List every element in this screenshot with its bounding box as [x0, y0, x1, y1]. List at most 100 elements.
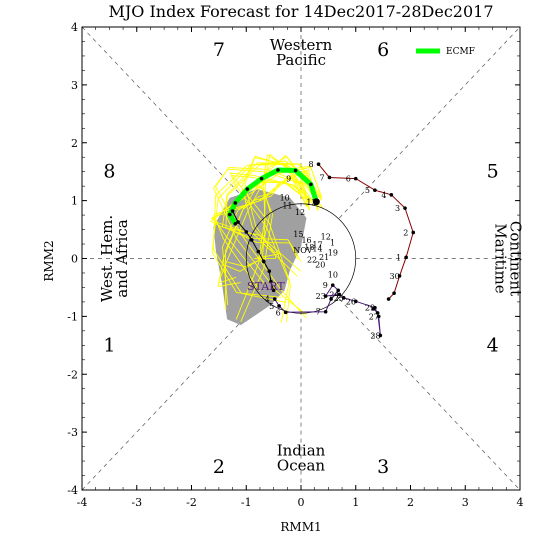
series-point	[323, 294, 328, 298]
series-point	[336, 288, 341, 293]
x-tick-label: 2	[407, 496, 414, 509]
phase-label: 1	[103, 334, 115, 356]
series-point	[378, 333, 383, 338]
grid-diagonal	[81, 26, 263, 219]
series-point	[337, 292, 342, 297]
series-point	[293, 168, 298, 173]
ensemble-member-line	[213, 170, 314, 292]
day-label: 26	[346, 297, 356, 306]
y-tick-label: 2	[71, 137, 78, 150]
series-point	[272, 297, 277, 301]
phase-label: 5	[487, 161, 499, 183]
day-label: 23	[316, 292, 326, 301]
series-point	[269, 279, 273, 284]
series-point	[341, 296, 346, 300]
series-point	[353, 299, 358, 304]
unit-circle-outline	[245, 203, 357, 314]
series-point	[404, 255, 408, 260]
y-axis-label: RMM2	[42, 240, 56, 281]
day-label: 29	[365, 304, 375, 313]
series-point	[230, 209, 235, 213]
phase-label: 6	[377, 39, 389, 61]
x-tick-label: -1	[241, 496, 252, 509]
y-tick-label: -3	[67, 426, 78, 439]
x-tick-label: -2	[186, 496, 197, 509]
x-tick-label: 3	[462, 496, 469, 509]
phase-label: 3	[377, 456, 389, 478]
day-label: 5	[365, 186, 370, 195]
grid-diagonal	[339, 298, 521, 491]
legend: ECMF	[416, 47, 475, 57]
day-label: 7	[316, 308, 321, 317]
series-point	[411, 230, 416, 235]
region-label-bottom: Ocean	[277, 456, 326, 474]
x-tick-label: -4	[77, 496, 88, 509]
day-label: 17	[312, 241, 322, 250]
ensemble-member-line	[229, 172, 320, 322]
day-label: 16	[301, 236, 311, 245]
series-point	[375, 311, 380, 315]
series-point	[233, 201, 238, 205]
series-point	[256, 249, 261, 254]
day-label: 6	[276, 308, 281, 317]
series-point	[261, 259, 266, 264]
series-point	[271, 288, 276, 293]
series-point	[323, 309, 328, 314]
ensemble-member-line	[227, 154, 308, 268]
day-label: 10	[280, 194, 290, 203]
y-tick-label: 3	[71, 79, 78, 92]
day-label: 13	[306, 198, 316, 207]
x-tick-label: 4	[517, 496, 524, 509]
x-tick-label: 1	[352, 496, 359, 509]
ensemble-member-line	[221, 163, 323, 262]
day-label: 21	[319, 253, 329, 262]
y-tick-label: -1	[67, 310, 78, 323]
day-label: 28	[370, 331, 380, 340]
y-tick-label: 1	[71, 195, 78, 208]
day-label: 11	[282, 201, 292, 210]
day-label: 1	[330, 238, 335, 247]
day-label: 1	[396, 253, 401, 262]
series-point	[403, 206, 407, 210]
grid-lines	[81, 26, 521, 491]
chart-title: MJO Index Forecast for 14Dec2017-28Dec20…	[108, 2, 493, 21]
day-label: 22	[307, 256, 317, 265]
day-label: 5	[269, 302, 274, 311]
series-point	[245, 187, 250, 191]
region-label-left: and Africa	[113, 219, 131, 297]
series-point	[233, 221, 238, 226]
legend-label: ECMF	[446, 47, 475, 57]
series-point	[329, 297, 333, 301]
phase-label: 4	[487, 334, 499, 356]
series-line-0	[274, 284, 381, 336]
phase-label: 7	[213, 39, 225, 61]
grid-diagonal	[339, 26, 521, 219]
series-point	[316, 162, 321, 166]
phase-label: 8	[103, 161, 115, 183]
series-point	[277, 304, 281, 308]
y-tick-label: -4	[67, 484, 78, 497]
day-label: 24	[329, 290, 339, 299]
day-label: 15	[293, 230, 303, 239]
series-point	[389, 193, 394, 197]
day-label: 2	[403, 228, 408, 237]
series-point	[386, 297, 391, 301]
series-point	[392, 291, 396, 296]
day-label: 20	[315, 260, 325, 269]
day-label: 19	[328, 249, 338, 258]
day-label: 4	[265, 295, 270, 304]
y-tick-label: 4	[71, 21, 78, 34]
unit-circle	[245, 203, 357, 314]
series-point	[236, 220, 240, 224]
day-label: 8	[309, 160, 314, 169]
region-label-top: Western	[270, 36, 333, 54]
day-label: 6	[346, 175, 351, 184]
series-point	[276, 168, 280, 172]
day-label: 9	[323, 281, 328, 290]
series-point	[283, 310, 288, 315]
day-label: 25	[334, 294, 344, 303]
